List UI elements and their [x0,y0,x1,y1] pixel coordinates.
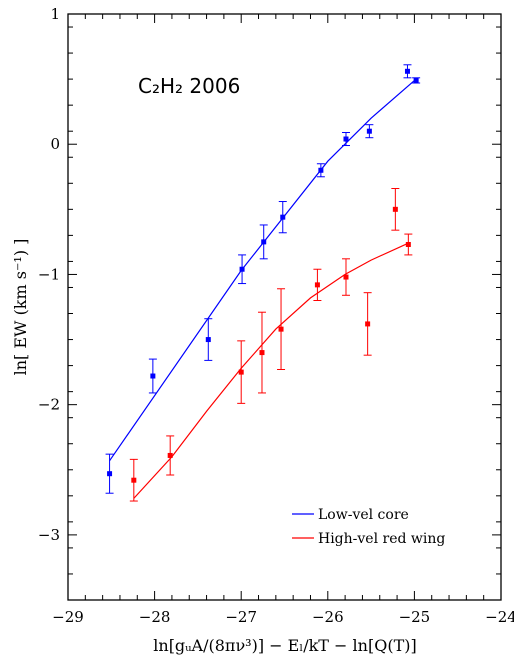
data-point [131,477,137,483]
data-point [366,128,372,134]
plot-frame [67,13,502,601]
data-point [318,167,324,173]
legend: Low-vel core High-vel red wing [292,507,445,547]
data-point [280,214,286,220]
data-point [238,369,244,375]
series-0 [105,64,421,494]
chart-annotation: C₂H₂ 2006 [138,74,240,98]
x-tick-label: −25 [399,608,431,626]
x-tick-label: −24 [485,608,514,626]
data-point [278,326,284,332]
y-tick-label: −1 [38,265,60,283]
series-fit-line [109,78,417,462]
series-layer [105,64,421,502]
series-fit-line [133,242,409,499]
axis-ticks: −29 −28 −27 −26 −25 −24 −3 −2 −1 0 1 [38,5,514,626]
y-tick-label: −2 [38,396,60,414]
data-point [343,136,349,142]
data-point [150,373,156,379]
data-point [343,274,349,280]
data-point [413,77,419,83]
x-tick-label: −26 [312,608,344,626]
data-point [392,206,398,212]
x-axis-label: ln[gᵤA/(8πν³)] − Eₗ/kT − ln[Q(T)] [153,636,416,655]
data-point [261,239,267,245]
y-tick-label: 0 [50,135,60,153]
legend-label: High-vel red wing [318,531,445,547]
data-point [205,337,211,343]
data-point [405,241,411,247]
y-tick-label: 1 [50,5,60,23]
data-point [404,68,410,74]
data-point [365,321,371,327]
data-point [259,350,265,356]
data-point [107,471,113,477]
x-tick-label: −29 [52,608,84,626]
y-axis-label: ln[ EW (km s⁻¹) ] [11,239,30,376]
series-1 [129,187,413,502]
y-tick-label: −3 [38,526,60,544]
legend-label: Low-vel core [318,507,409,523]
x-tick-label: −27 [225,608,257,626]
x-tick-label: −28 [139,608,171,626]
data-point [314,282,320,288]
data-point [239,266,245,272]
data-point [167,452,173,458]
